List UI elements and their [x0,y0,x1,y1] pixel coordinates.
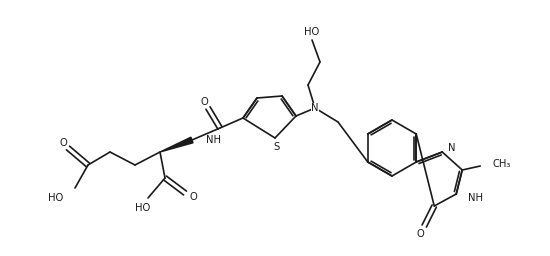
Polygon shape [160,137,193,152]
Text: HO: HO [48,193,63,203]
Text: NH: NH [206,135,221,145]
Text: O: O [416,229,424,239]
Text: NH: NH [468,193,483,203]
Text: HO: HO [135,203,151,213]
Text: O: O [59,138,67,148]
Text: CH₃: CH₃ [492,159,510,169]
Text: O: O [200,97,208,107]
Text: N: N [311,103,319,113]
Text: O: O [190,192,198,202]
Text: S: S [273,142,279,152]
Text: HO: HO [304,27,320,37]
Text: N: N [448,143,456,153]
